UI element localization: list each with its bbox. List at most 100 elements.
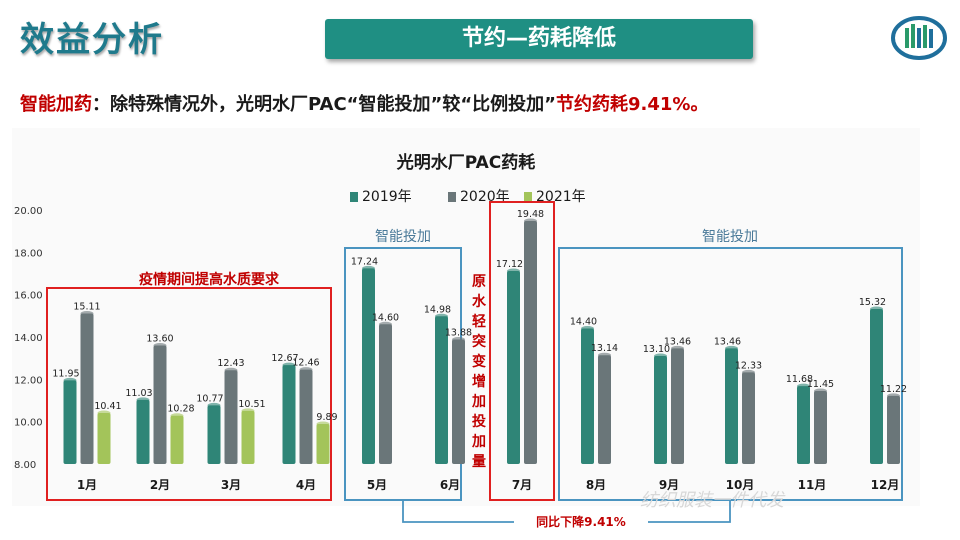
x-tick-label: 6月 xyxy=(440,478,460,492)
bar-cap xyxy=(224,367,238,373)
bar-cap xyxy=(316,421,330,427)
page-title: 效益分析 xyxy=(20,20,164,60)
bar xyxy=(654,356,667,464)
data-label: 10.77 xyxy=(196,393,223,404)
smart-annotation-right: 智能投加 xyxy=(702,229,758,245)
bar-cap xyxy=(524,218,537,224)
bar-cap xyxy=(725,345,738,351)
yoy-bracket-left xyxy=(402,500,514,523)
raw-water-annotation-char: 水 xyxy=(472,293,487,310)
bar xyxy=(524,221,537,464)
bar-cap xyxy=(797,383,810,389)
x-tick-label: 11月 xyxy=(798,478,827,492)
data-label: 17.24 xyxy=(351,256,378,267)
bar-cap xyxy=(97,410,111,416)
bar-cap xyxy=(654,353,667,359)
x-tick-label: 5月 xyxy=(367,478,387,492)
data-label: 14.98 xyxy=(424,304,451,315)
data-label: 11.68 xyxy=(786,374,813,385)
bar-cap xyxy=(136,397,150,403)
bar-cap xyxy=(170,413,184,419)
chart-panel: 光明水厂PAC药耗 2019年 2020年 2021年 8.00 10.00 12.00 14… xyxy=(12,128,920,529)
data-label: 9.89 xyxy=(316,412,337,423)
smart-annotation-left: 智能投加 xyxy=(375,229,431,245)
bar xyxy=(507,270,520,464)
bar xyxy=(452,339,465,464)
x-tick-label: 3月 xyxy=(221,478,241,492)
data-label: 13.46 xyxy=(714,336,741,347)
bar-cap xyxy=(241,408,255,414)
epidemic-box xyxy=(46,287,332,501)
bar-cap xyxy=(153,342,167,348)
summary-lead: 智能加药 xyxy=(20,94,92,115)
bar xyxy=(299,369,313,464)
legend-swatch-1 xyxy=(350,192,358,202)
raw-water-annotation-char: 原 xyxy=(472,274,486,290)
bar xyxy=(224,370,238,464)
bar-cap xyxy=(80,311,94,317)
data-label: 10.41 xyxy=(94,401,121,412)
bar-cap xyxy=(507,268,520,274)
raw-water-annotation-char: 突 xyxy=(472,333,486,350)
data-label: 12.43 xyxy=(217,358,244,369)
x-tick-label: 1月 xyxy=(77,478,97,492)
data-label: 13.10 xyxy=(643,344,670,355)
summary-highlight: 节约药耗9.41%。 xyxy=(556,94,709,115)
x-tick-label: 9月 xyxy=(659,478,679,492)
bar-cap xyxy=(870,306,883,312)
data-label: 15.32 xyxy=(859,297,886,308)
data-label: 12.33 xyxy=(735,360,762,371)
raw-water-annotation-char: 增 xyxy=(472,373,486,390)
bar xyxy=(241,410,255,464)
summary-body: ：除特殊情况外，光明水厂PAC“智能投加”较“比例投加” xyxy=(92,94,556,115)
data-label: 12.46 xyxy=(292,358,319,369)
bar xyxy=(379,324,392,464)
bar xyxy=(136,399,150,464)
data-label: 11.03 xyxy=(125,388,152,399)
raw-water-annotation-char: 变 xyxy=(472,353,486,370)
bar xyxy=(153,345,167,464)
bar-cap xyxy=(63,377,77,383)
legend-swatch-2 xyxy=(448,192,456,202)
watermark: 纺织服装一件代发 xyxy=(640,490,784,511)
bar xyxy=(671,348,684,464)
x-tick-label: 12月 xyxy=(871,478,900,492)
x-tick-label: 2月 xyxy=(150,478,170,492)
x-tick-label: 10月 xyxy=(726,478,755,492)
data-label: 14.60 xyxy=(372,312,399,323)
company-logo-icon xyxy=(891,16,947,60)
y-tick-label: 18.00 xyxy=(14,248,43,259)
raw-water-box xyxy=(489,201,555,501)
bar xyxy=(581,328,594,464)
bar-cap xyxy=(452,337,465,343)
bar xyxy=(170,415,184,464)
yoy-bracket-right xyxy=(648,500,731,523)
bar-cap xyxy=(598,352,611,358)
data-label: 11.95 xyxy=(52,368,79,379)
legend-label-1: 2019年 xyxy=(362,189,412,205)
section-banner: 节约—药耗降低 xyxy=(325,19,753,59)
epidemic-annotation: 疫情期间提高水质要求 xyxy=(139,271,280,288)
raw-water-annotation-char: 加 xyxy=(471,434,486,450)
yoy-annotation: 同比下降9.41% xyxy=(536,514,626,529)
data-label: 12.67 xyxy=(271,353,298,364)
bar xyxy=(887,395,900,464)
data-label: 17.12 xyxy=(496,259,523,270)
bar xyxy=(797,386,810,464)
raw-water-annotation-char: 投 xyxy=(472,414,486,430)
bar xyxy=(97,412,111,464)
bar-cap xyxy=(742,369,755,375)
bar xyxy=(725,348,738,464)
y-tick-label: 10.00 xyxy=(14,418,43,429)
y-tick-label: 14.00 xyxy=(14,333,43,344)
bar-cap xyxy=(362,265,375,271)
bar xyxy=(207,405,221,464)
raw-water-annotation-char: 轻 xyxy=(472,313,486,330)
bar xyxy=(814,390,827,464)
data-label: 13.88 xyxy=(445,328,472,339)
x-tick-label: 7月 xyxy=(512,478,532,492)
bar-cap xyxy=(581,326,594,332)
y-tick-label: 8.00 xyxy=(14,460,36,471)
bar-cap xyxy=(207,402,221,408)
raw-water-annotation-char: 加 xyxy=(471,394,486,410)
